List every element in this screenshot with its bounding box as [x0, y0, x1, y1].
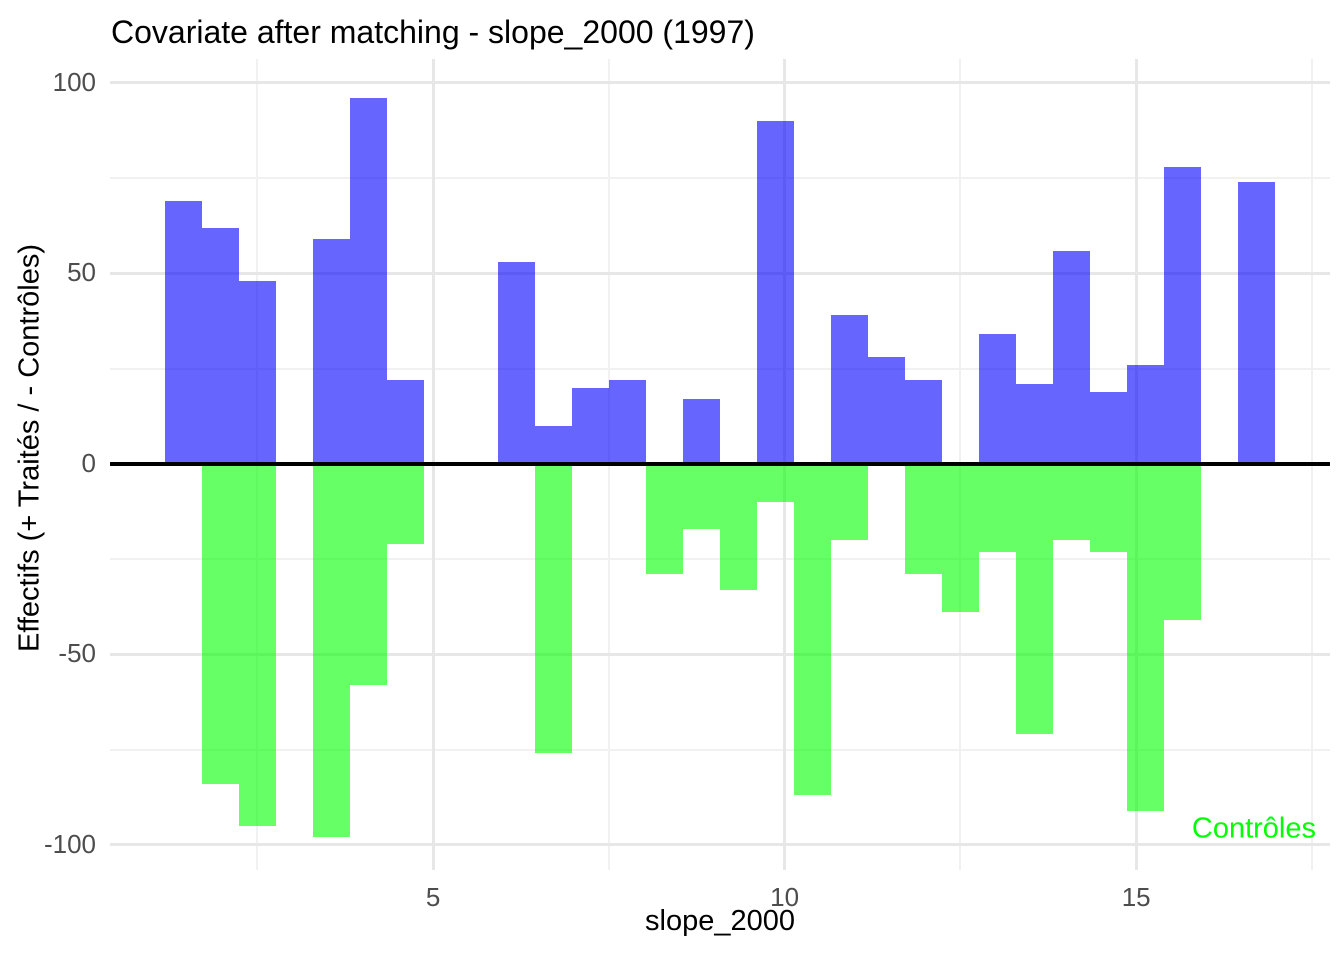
y-minor-gridline [110, 748, 1330, 751]
y-major-gridline [110, 843, 1330, 847]
histogram-bar-control [202, 463, 240, 784]
y-tick-label: -100 [43, 828, 96, 859]
histogram-bar-control [535, 463, 573, 754]
histogram-bar-treated [1127, 364, 1165, 464]
histogram-bar-control [313, 463, 351, 838]
histogram-bar-control [683, 463, 721, 529]
histogram-bar-treated [868, 357, 906, 464]
y-tick-label: 50 [67, 257, 96, 288]
histogram-bar-control [387, 463, 425, 544]
histogram-bar-treated [1090, 391, 1128, 464]
histogram-bar-control [1164, 463, 1202, 621]
y-major-gridline [110, 81, 1330, 85]
histogram-bar-treated [905, 380, 943, 464]
histogram-bar-control [979, 463, 1017, 552]
histogram-bar-treated [202, 227, 240, 464]
histogram-bar-control [757, 463, 795, 502]
histogram-bar-control [942, 463, 980, 613]
y-minor-gridline [110, 367, 1330, 370]
y-minor-gridline [110, 558, 1330, 561]
y-tick-label: 100 [52, 66, 96, 97]
histogram-bar-treated [757, 121, 795, 464]
histogram-bar-control [1090, 463, 1128, 552]
zero-baseline [110, 461, 1330, 466]
histogram-bar-treated [387, 380, 425, 464]
histogram-bar-control [1016, 463, 1054, 735]
histogram-bar-treated [609, 380, 647, 464]
histogram-bar-treated [498, 262, 536, 464]
histogram-bar-control [350, 463, 388, 685]
histogram-bar-control [905, 463, 943, 575]
histogram-bar-treated [350, 98, 388, 464]
histogram-bar-treated [535, 425, 573, 464]
x-tick-label: 15 [1121, 882, 1151, 912]
histogram-bar-control [720, 463, 758, 590]
histogram-bar-treated [831, 315, 869, 464]
histogram-bar-treated [979, 334, 1017, 464]
histogram-bar-control [831, 463, 869, 541]
x-tick-label: 5 [425, 882, 441, 912]
histogram-bar-control [239, 463, 277, 826]
controls-annotation: Contrôles [1191, 812, 1316, 845]
y-major-gridline [110, 271, 1330, 275]
y-tick-label: 0 [81, 447, 96, 478]
histogram-bar-treated [1016, 383, 1054, 464]
histogram-bar-treated [239, 281, 277, 464]
histogram-bar-control [646, 463, 684, 575]
histogram-bar-treated [1238, 182, 1276, 464]
y-major-gridline [110, 652, 1330, 656]
histogram-bar-treated [572, 387, 610, 464]
x-tick-label: 10 [770, 882, 800, 912]
histogram-bar-treated [1053, 250, 1091, 464]
histogram-bar-treated [313, 239, 351, 464]
x-axis-title: slope_2000 [645, 905, 795, 937]
histogram-bar-treated [1164, 166, 1202, 464]
plot-panel [110, 59, 1330, 870]
histogram-bar-treated [165, 201, 203, 464]
histogram-bar-control [1053, 463, 1091, 541]
plot-title: Covariate after matching - slope_2000 (1… [111, 14, 755, 50]
histogram-bar-control [1127, 463, 1165, 811]
y-tick-label: -50 [58, 638, 96, 669]
histogram-bar-treated [683, 399, 721, 464]
histogram-bar-control [794, 463, 832, 796]
y-minor-gridline [110, 177, 1330, 180]
